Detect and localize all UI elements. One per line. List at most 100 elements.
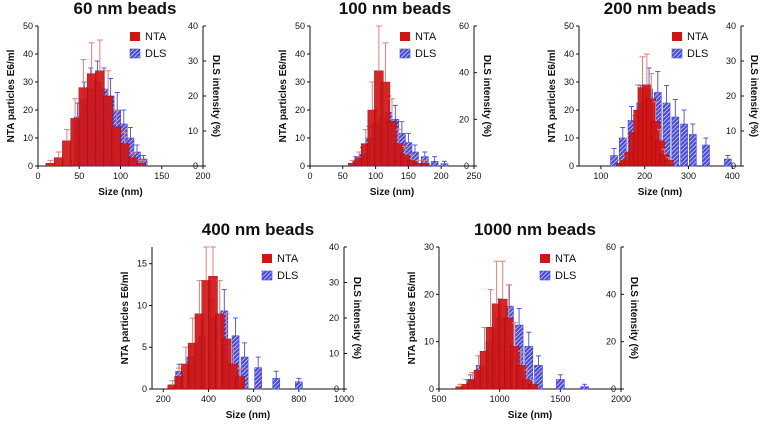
x-tick-label: 800	[291, 394, 306, 404]
y-axis-label: NTA particles E6/ml	[278, 49, 289, 142]
chart-title: 100 nm beads	[339, 0, 451, 18]
y-tick-label: 50	[564, 21, 574, 31]
legend: NTA DLS	[539, 253, 577, 282]
y2-tick-label: 40	[726, 21, 736, 31]
x-tick-label: 100	[113, 171, 128, 181]
dls-bar	[724, 158, 732, 167]
legend-nta-label: NTA	[415, 31, 437, 43]
x-tick-label: 400	[725, 171, 740, 181]
y-tick-label: 15	[137, 259, 147, 269]
x-tick-label: 1000	[490, 394, 510, 404]
y2-tick-label: 30	[329, 278, 339, 288]
legend-dls-swatch	[399, 48, 411, 59]
y-tick-label: 20	[23, 105, 33, 115]
y-tick-label: 0	[569, 161, 574, 171]
y2-tick-label: 30	[726, 56, 736, 66]
chart-3: 200 nm beads 0 10 20 30 40 50 0 10 20 30 40 100 200 30…	[547, 0, 759, 198]
y-tick-label: 30	[295, 77, 305, 87]
legend-dls-swatch	[129, 48, 141, 59]
x-tick-label: 150	[401, 171, 416, 181]
legend-nta-label: NTA	[277, 253, 299, 265]
legend-nta-swatch	[262, 254, 272, 263]
legend-dls-label: DLS	[415, 48, 436, 60]
x-axis-label: Size (nm)	[226, 410, 270, 421]
legend-dls-label: DLS	[277, 270, 298, 282]
y-tick-label: 40	[23, 49, 33, 59]
x-axis-label: Size (nm)	[98, 187, 142, 198]
x-tick-label: 50	[338, 171, 348, 181]
y-tick-label: 5	[142, 342, 147, 352]
y2-tick-label: 40	[459, 68, 469, 78]
chart-title: 1000 nm beads	[474, 220, 596, 239]
chart-title: 400 nm beads	[202, 220, 314, 239]
y2-axis-label: DLS intensity (%)	[210, 55, 221, 137]
y-tick-label: 0	[142, 384, 147, 394]
y2-tick-label: 0	[464, 161, 469, 171]
y2-tick-label: 60	[459, 21, 469, 31]
y-tick-label: 30	[564, 77, 574, 87]
x-tick-label: 200	[195, 171, 210, 181]
nta-bar	[136, 162, 146, 167]
x-tick-label: 0	[35, 171, 40, 181]
x-tick-label: 500	[431, 394, 446, 404]
legend-nta-swatch	[540, 254, 550, 263]
nta-bar	[664, 160, 674, 167]
chart-4: 400 nm beads 0 5 10 15 0 10 20 30 40 200 400 600 800 1…	[120, 220, 362, 421]
legend: NTA DLS	[261, 253, 299, 282]
dls-bar	[580, 386, 589, 390]
dls-bar	[295, 381, 303, 390]
chart-1: 60 nm beads 0 10 20 30 40 50 0 10 20 30 40 0 50 100 150…	[6, 0, 221, 198]
x-tick-label: 200	[434, 171, 449, 181]
nta-bar	[119, 143, 130, 167]
x-tick-label: 50	[74, 171, 84, 181]
y-tick-label: 0	[429, 384, 434, 394]
y-tick-label: 50	[23, 21, 33, 31]
x-tick-label: 0	[307, 171, 312, 181]
y2-tick-label: 0	[731, 161, 736, 171]
dls-bar	[680, 123, 688, 167]
x-axis-label: Size (nm)	[638, 187, 682, 198]
legend-dls-swatch	[539, 270, 551, 281]
legend-nta-label: NTA	[145, 31, 167, 43]
x-tick-label: 100	[593, 171, 608, 181]
y2-tick-label: 20	[329, 313, 339, 323]
nta-bar	[111, 126, 122, 167]
y-tick-label: 0	[300, 161, 305, 171]
y2-tick-label: 0	[334, 384, 339, 394]
y2-axis-label: DLS intensity (%)	[351, 277, 362, 359]
y-tick-label: 10	[564, 133, 574, 143]
y2-tick-label: 10	[329, 349, 339, 359]
nta-bar	[45, 162, 56, 167]
x-tick-label: 2000	[611, 394, 631, 404]
y2-tick-label: 40	[329, 242, 339, 252]
x-axis-label: Size (nm)	[370, 187, 414, 198]
legend: NTA DLS	[671, 31, 709, 60]
dls-bar	[430, 161, 439, 167]
y2-tick-label: 40	[188, 21, 198, 31]
y2-axis-label: DLS intensity (%)	[748, 55, 759, 137]
x-tick-label: 100	[368, 171, 383, 181]
y-tick-label: 20	[295, 105, 305, 115]
x-tick-label: 600	[246, 394, 261, 404]
legend-nta-swatch	[672, 32, 682, 41]
x-tick-label: 150	[154, 171, 169, 181]
nta-bar	[235, 376, 245, 390]
dls-bar	[689, 134, 697, 167]
legend-dls-label: DLS	[687, 48, 708, 60]
legend-nta-swatch	[130, 32, 140, 41]
x-axis-label: Size (nm)	[508, 410, 552, 421]
x-tick-label: 200	[156, 394, 171, 404]
y2-tick-label: 30	[188, 56, 198, 66]
y2-tick-label: 20	[726, 91, 736, 101]
x-tick-label: 1000	[334, 394, 354, 404]
y-tick-label: 50	[295, 21, 305, 31]
y-tick-label: 10	[137, 300, 147, 310]
y2-tick-label: 0	[611, 384, 616, 394]
y-axis-label: NTA particles E6/ml	[407, 271, 418, 364]
y-tick-label: 40	[295, 49, 305, 59]
nta-bar	[420, 162, 430, 167]
y-tick-label: 0	[28, 161, 33, 171]
y2-tick-label: 0	[193, 161, 198, 171]
y-tick-label: 40	[564, 49, 574, 59]
